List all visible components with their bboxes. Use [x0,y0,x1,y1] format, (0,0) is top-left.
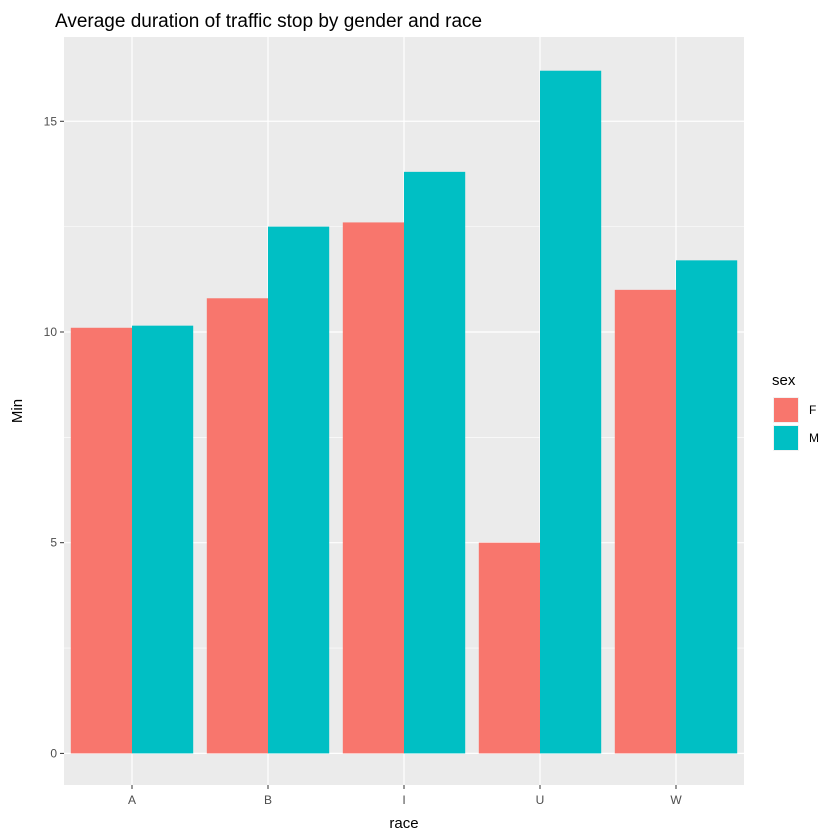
legend-label-M: M [809,431,819,445]
x-tick-label: B [264,793,272,807]
y-axis: 0 5 10 15 [44,114,64,760]
y-tick-label: 15 [44,114,58,128]
bar-U-F [478,542,540,754]
x-tick-label: U [536,793,545,807]
y-tick-label: 0 [50,746,57,760]
legend-swatch-M [774,426,798,450]
bar-A-M [132,325,194,754]
y-tick-label: 10 [44,325,58,339]
bar-W-F [614,289,676,754]
bar-A-F [70,327,132,754]
bar-U-M [540,70,602,754]
legend-swatch-F [774,398,798,422]
x-tick-label: W [670,793,682,807]
x-axis-title: race [389,815,418,832]
bar-B-M [268,226,330,754]
y-tick-label: 5 [50,536,57,550]
legend-title: sex [772,372,796,389]
bar-B-F [206,298,268,754]
y-axis-title: Min [9,399,26,423]
chart-title: Average duration of traffic stop by gend… [55,11,482,32]
bars [70,70,738,754]
bar-I-F [342,222,404,754]
bar-I-M [404,171,466,754]
legend: sex FM [772,372,819,451]
x-tick-label: A [128,793,136,807]
bar-W-M [676,260,738,754]
x-tick-label: I [402,793,405,807]
legend-label-F: F [809,403,816,417]
